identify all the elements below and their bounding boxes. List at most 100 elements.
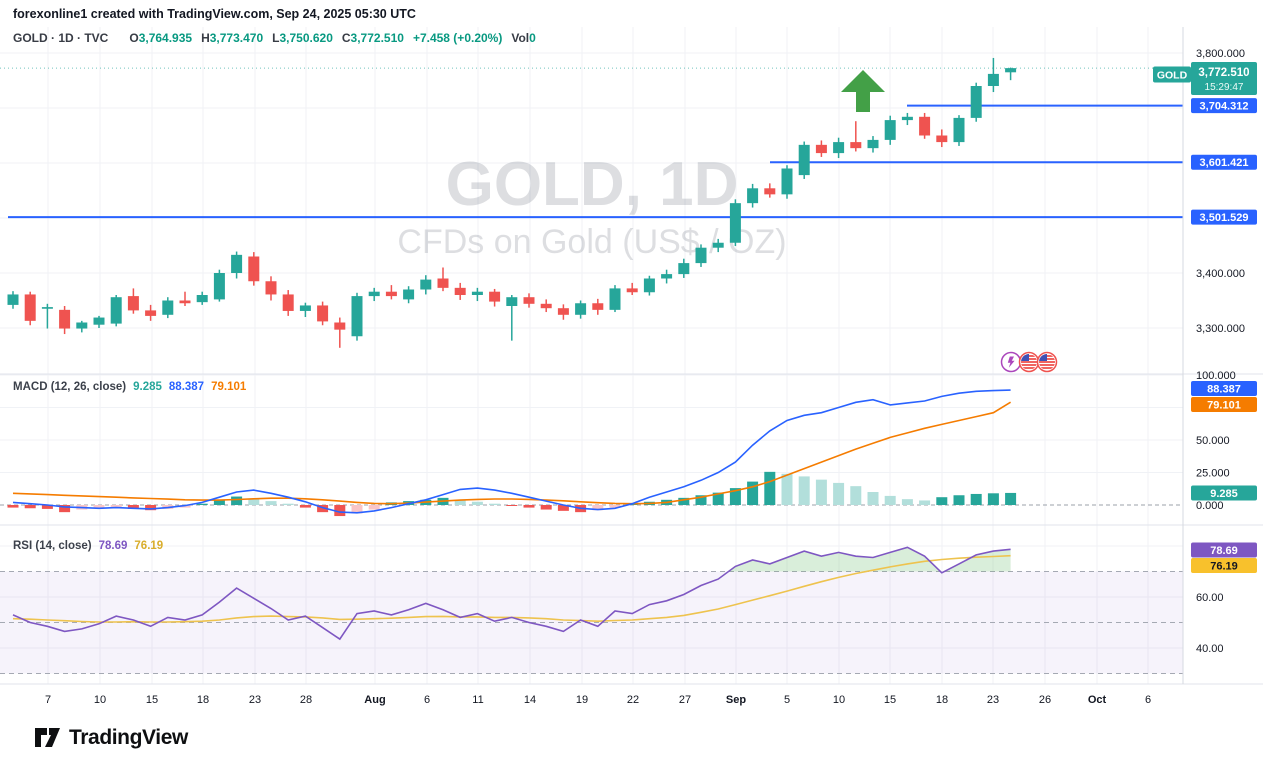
- candle-body: [403, 289, 415, 300]
- candle-body: [24, 294, 36, 321]
- time-axis-label: 6: [1145, 694, 1151, 706]
- candle-body: [93, 317, 105, 325]
- price-scale[interactable]: 3,800.000 3,400.000 3,300.000 100.000 50.000…: [1153, 48, 1257, 655]
- price-scale-label: 3,300.000: [1196, 323, 1245, 335]
- macd-histogram-bar: [970, 493, 982, 505]
- chart-canvas[interactable]: GOLD, 1D CFDs on Gold (US$ / OZ) 3,800.000…: [0, 27, 1263, 713]
- candle-body: [970, 86, 982, 118]
- flag-stripe: [1039, 367, 1055, 369]
- candle-body: [626, 288, 638, 293]
- level-price-badge-text: 3,501.529: [1200, 212, 1249, 224]
- candle-body: [454, 287, 466, 295]
- rsi-title: RSI (14, close): [13, 540, 92, 552]
- macd-histogram-bar: [798, 476, 810, 505]
- price-scale-label: 0.000: [1196, 500, 1224, 512]
- macd-histogram-bar: [936, 497, 948, 505]
- macd-histogram-bar: [919, 500, 931, 505]
- rsi-legend[interactable]: RSI (14, close) 78.69 76.19: [13, 540, 163, 552]
- open-label: O: [129, 31, 139, 45]
- candle-body: [368, 291, 380, 297]
- low-value: 3,750.620: [279, 31, 333, 45]
- flag-stripe: [1021, 367, 1037, 369]
- macd-value-badge-bg: [1191, 381, 1257, 396]
- time-axis-label: 11: [472, 694, 483, 706]
- time-axis-label: Oct: [1088, 694, 1107, 706]
- attribution-text: forexonline1 created with TradingView.co…: [13, 7, 416, 21]
- up-arrow-annotation[interactable]: [841, 70, 885, 112]
- macd-histogram-bar: [265, 501, 277, 505]
- candle-body: [867, 139, 879, 149]
- us-flag-event-icon[interactable]: [1018, 351, 1040, 373]
- macd-histogram-bar: [489, 503, 501, 505]
- symbol-title[interactable]: GOLD · 1D · TVC: [13, 31, 109, 45]
- tradingview-logo[interactable]: TradingView: [34, 726, 188, 750]
- level-price-badge-text: 3,601.421: [1200, 157, 1249, 169]
- flag-stripe: [1021, 364, 1037, 366]
- lightning-event-icon[interactable]: [1000, 351, 1022, 373]
- candle-body: [437, 278, 449, 288]
- flag-canton: [1021, 354, 1029, 361]
- level-price-badge-bg: [1191, 154, 1257, 170]
- support-resistance-lines[interactable]: [8, 104, 1183, 219]
- candle-body: [248, 256, 260, 282]
- candle-body: [506, 297, 518, 306]
- macd-histogram-bar: [368, 505, 380, 510]
- candle-body: [145, 310, 157, 316]
- macd-histogram-bar: [609, 505, 621, 508]
- price-scale-label: 3,400.000: [1196, 268, 1245, 280]
- candle-body: [936, 135, 948, 143]
- macd-signal-value: 79.101: [211, 381, 247, 393]
- flag-canton: [1039, 354, 1047, 361]
- macd-histogram-bar: [712, 492, 724, 505]
- macd-histogram-bar: [695, 495, 707, 505]
- candle-body: [609, 288, 621, 310]
- macd-histogram-bar: [299, 505, 311, 508]
- candle-body: [299, 305, 311, 311]
- candle-body: [592, 303, 604, 310]
- price-scale-label: 50.000: [1196, 435, 1230, 447]
- candle-body: [41, 307, 53, 309]
- macd-histogram-bar: [145, 505, 157, 511]
- high-value: 3,773.470: [209, 31, 264, 45]
- macd-value-badge-text: 79.101: [1207, 400, 1241, 412]
- last-price-text: 3,772.510: [1198, 67, 1249, 79]
- candle-body: [540, 303, 552, 309]
- macd-value-badge: 79.101: [1191, 397, 1257, 412]
- macd-histogram-bar: [110, 505, 122, 508]
- macd-value-badge-text: 88.387: [1207, 384, 1241, 396]
- time-axis-label: 26: [1039, 694, 1051, 706]
- macd-histogram-bar: [540, 505, 552, 510]
- close-label: C: [341, 31, 351, 45]
- candle-body: [661, 274, 673, 279]
- time-axis-label: 23: [987, 694, 999, 706]
- candlestick-series: [7, 57, 1017, 348]
- time-axis-label: 14: [524, 694, 536, 706]
- candle-body: [76, 322, 88, 329]
- candle-body: [385, 291, 397, 297]
- candle-body: [523, 297, 535, 304]
- tradingview-brand-text: TradingView: [69, 726, 188, 749]
- close-value: 3,772.510: [350, 31, 404, 45]
- candle-body: [179, 300, 191, 304]
- candle-body: [678, 263, 690, 275]
- level-price-badge: 3,501.529: [1191, 209, 1257, 225]
- level-price-badge-bg: [1191, 209, 1257, 225]
- level-price-badge-text: 3,704.312: [1200, 101, 1249, 113]
- time-axis-label: 27: [679, 694, 691, 706]
- us-flag-event-icon[interactable]: [1036, 351, 1058, 373]
- candle-body: [59, 309, 71, 329]
- flag-stripe: [1021, 361, 1037, 363]
- macd-histogram-bar: [1005, 492, 1017, 505]
- macd-legend[interactable]: MACD (12, 26, close) 9.285 88.387 79.101: [13, 381, 246, 393]
- watermark-description: CFDs on Gold (US$ / OZ): [397, 223, 786, 261]
- candle-body: [833, 142, 845, 154]
- level-price-badge: 3,601.421: [1191, 154, 1257, 170]
- high-label: H: [201, 31, 210, 45]
- volume-value: 0: [529, 31, 536, 45]
- macd-histogram-bar: [592, 505, 604, 511]
- macd-histogram-bar: [334, 505, 346, 517]
- time-axis[interactable]: 7 10 15 18 23 28 Aug 6 11 14 19 22 27 Sep 5 10 15 18 23 26 O…: [45, 694, 1151, 706]
- level-price-badge-bg: [1191, 98, 1257, 114]
- candle-body: [334, 322, 346, 330]
- symbol-legend[interactable]: GOLD · 1D · TVC O3,764.935 H3,773.470 L3,75…: [13, 31, 536, 45]
